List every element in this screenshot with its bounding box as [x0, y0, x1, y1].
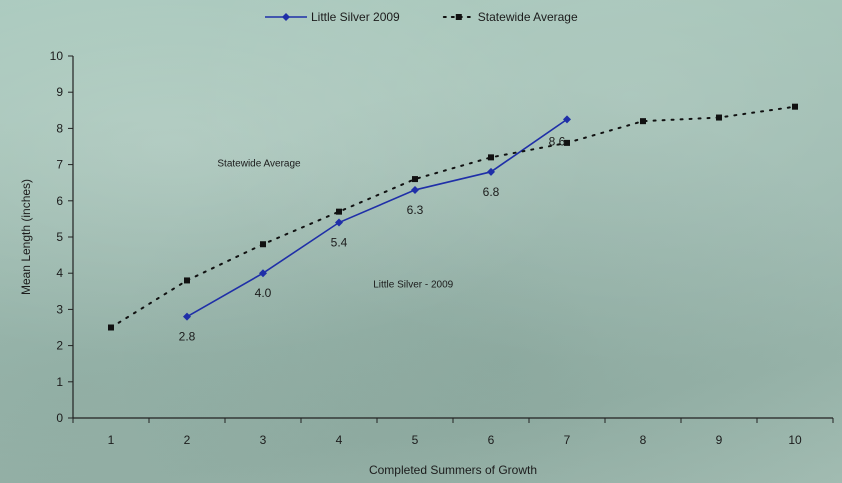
data-label: 6.3 — [407, 203, 424, 217]
y-axis-title: Mean Length (inches) — [19, 179, 33, 295]
statewide-marker — [108, 324, 114, 331]
statewide-marker — [184, 277, 190, 284]
data-label: 8.6 — [549, 134, 566, 148]
y-tick-label: 4 — [56, 266, 63, 280]
legend-label: Statewide Average — [478, 10, 578, 24]
x-tick-label: 2 — [184, 433, 191, 447]
statewide-marker — [564, 139, 570, 146]
legend-swatch-marker — [455, 14, 462, 20]
little-silver-marker — [411, 185, 419, 194]
annotation-text: Statewide Average — [217, 158, 301, 169]
statewide-marker — [336, 208, 342, 215]
series-line-little-silver — [186, 118, 568, 318]
y-tick-label: 8 — [56, 121, 63, 135]
x-tick-label: 1 — [108, 433, 115, 447]
y-tick-label: 6 — [56, 194, 63, 208]
data-label: 2.8 — [179, 330, 196, 344]
y-tick-label: 2 — [56, 339, 63, 353]
y-tick-label: 10 — [50, 49, 64, 63]
statewide-marker — [260, 241, 266, 248]
statewide-marker — [792, 103, 798, 110]
legend-item: Little Silver 2009 — [265, 10, 400, 24]
data-label: 4.0 — [255, 286, 272, 300]
statewide-marker — [412, 176, 418, 183]
annotation-text: Little Silver - 2009 — [373, 280, 453, 291]
little-silver-marker — [487, 167, 495, 176]
x-tick-label: 3 — [260, 433, 267, 447]
y-tick-label: 3 — [56, 302, 63, 316]
legend: Little Silver 2009 Statewide Average — [265, 10, 578, 24]
axes: 0 1 2 3 4 5 6 7 8 9 10 1 2 3 4 5 6 7 8 9 10 Completed Summers… — [19, 49, 834, 477]
little-silver-marker — [259, 269, 267, 278]
legend-swatch-marker — [282, 13, 290, 21]
x-tick-label: 9 — [716, 433, 723, 447]
y-tick-label: 0 — [56, 411, 63, 425]
y-tick-label: 7 — [56, 158, 63, 172]
y-tick-label: 1 — [56, 375, 63, 389]
y-tick-label: 5 — [56, 230, 63, 244]
series-line-statewide-average — [110, 105, 796, 329]
x-tick-label: 8 — [640, 433, 647, 447]
legend-label: Little Silver 2009 — [311, 10, 400, 24]
x-tick-label: 6 — [488, 433, 495, 447]
data-label: 6.8 — [483, 185, 500, 199]
x-tick-label: 4 — [336, 433, 343, 447]
y-tick-label: 9 — [56, 85, 63, 99]
little-silver-marker — [183, 312, 191, 321]
legend-item: Statewide Average — [442, 10, 578, 24]
x-axis-title: Completed Summers of Growth — [369, 463, 537, 477]
statewide-marker — [488, 154, 494, 161]
x-tick-label: 10 — [788, 433, 802, 447]
series-layer — [108, 103, 798, 331]
statewide-marker — [640, 118, 646, 125]
data-label: 5.4 — [331, 236, 348, 250]
little-silver-marker — [563, 115, 571, 124]
labels-layer: 2.8 4.0 5.4 6.3 6.8 8.6 Statewide Average Littl… — [179, 134, 566, 343]
x-tick-label: 7 — [564, 433, 571, 447]
x-tick-label: 5 — [412, 433, 419, 447]
little-silver-marker — [335, 218, 343, 227]
statewide-marker — [716, 114, 722, 121]
